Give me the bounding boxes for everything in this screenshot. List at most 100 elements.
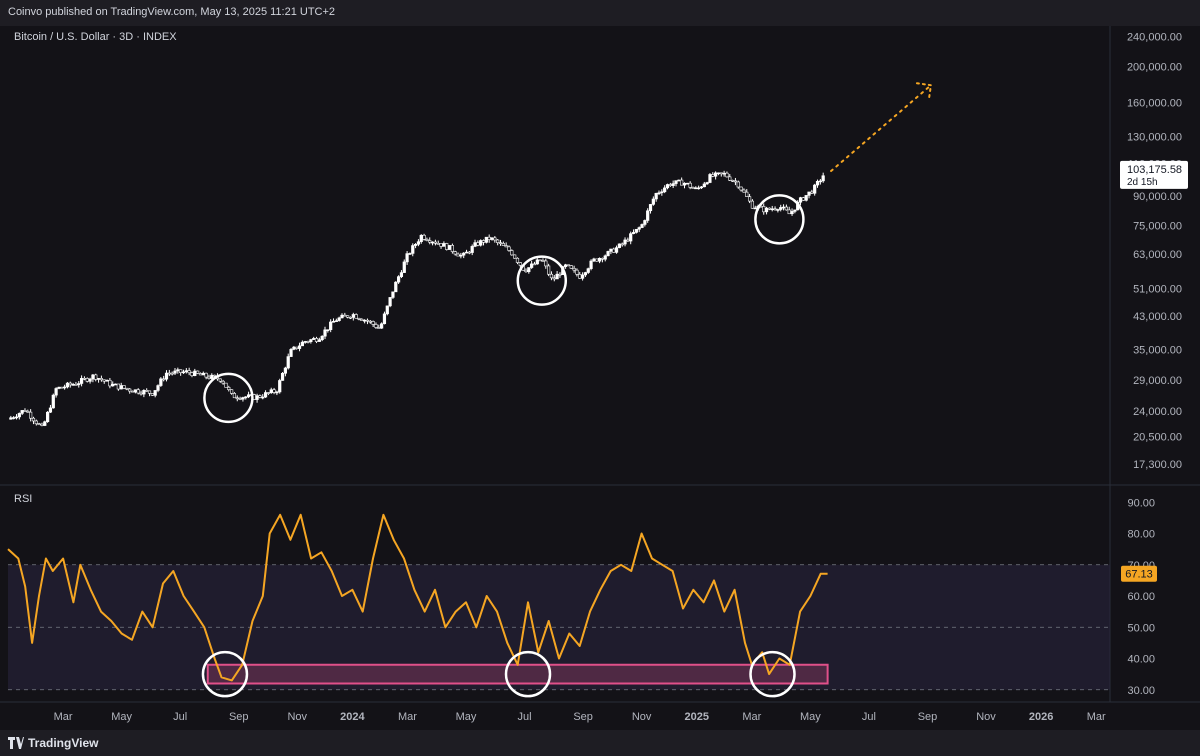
candle bbox=[711, 174, 715, 177]
candle bbox=[725, 172, 729, 178]
candle bbox=[278, 380, 282, 393]
candle bbox=[682, 182, 687, 186]
candle bbox=[91, 374, 95, 380]
chart-svg[interactable]: Bitcoin / U.S. Dollar · 3D · INDEX RSI 240… bbox=[0, 26, 1200, 730]
candle bbox=[275, 391, 279, 394]
candle bbox=[289, 349, 293, 357]
candle bbox=[547, 265, 551, 275]
candle bbox=[813, 184, 817, 194]
time-axis-tick-label: Sep bbox=[918, 711, 938, 723]
candle bbox=[821, 175, 825, 182]
last-price-countdown: 2d 15h bbox=[1127, 177, 1158, 188]
candle bbox=[68, 382, 72, 386]
candle bbox=[354, 314, 358, 319]
candle bbox=[513, 254, 517, 259]
candle bbox=[351, 314, 355, 318]
candle bbox=[63, 386, 67, 389]
candle bbox=[504, 245, 508, 248]
candle bbox=[476, 242, 480, 246]
rsi-last-value-bg bbox=[1121, 565, 1157, 582]
candle bbox=[583, 272, 588, 276]
candle bbox=[230, 389, 234, 394]
candle bbox=[481, 240, 486, 243]
candle bbox=[413, 244, 418, 246]
candle bbox=[459, 254, 463, 257]
candle bbox=[544, 260, 548, 267]
candle bbox=[484, 236, 488, 243]
candle bbox=[651, 198, 655, 205]
candle bbox=[116, 383, 120, 390]
candle bbox=[388, 297, 392, 307]
candle bbox=[119, 385, 123, 390]
candle bbox=[88, 378, 92, 382]
candle bbox=[368, 320, 372, 323]
candle bbox=[807, 191, 811, 196]
candle bbox=[747, 196, 752, 202]
candle bbox=[450, 245, 454, 252]
rsi-circle-annotation[interactable] bbox=[504, 650, 552, 698]
candle bbox=[425, 239, 429, 241]
projection-line[interactable] bbox=[830, 84, 932, 173]
candle bbox=[314, 338, 319, 342]
candle bbox=[37, 423, 41, 426]
last-price-value: 103,175.58 bbox=[1127, 164, 1182, 176]
time-axis-tick-label: May bbox=[111, 711, 132, 723]
candle bbox=[637, 227, 641, 230]
candle bbox=[246, 394, 251, 398]
rsi-circle-annotation[interactable] bbox=[201, 650, 249, 698]
candle bbox=[790, 211, 794, 215]
candle bbox=[456, 253, 460, 257]
candle bbox=[20, 410, 24, 414]
candle bbox=[145, 390, 149, 392]
candle bbox=[46, 411, 50, 422]
candle bbox=[784, 206, 788, 211]
publisher-bar: Coinvo published on TradingView.com, May… bbox=[0, 0, 1200, 26]
candle bbox=[640, 224, 644, 228]
candle bbox=[668, 184, 672, 186]
candle bbox=[648, 204, 653, 212]
candle bbox=[770, 208, 774, 211]
candle bbox=[462, 252, 466, 256]
candle bbox=[26, 410, 30, 413]
candle bbox=[65, 382, 70, 388]
candle bbox=[187, 370, 191, 374]
projection-arrowhead[interactable] bbox=[915, 82, 933, 101]
candle bbox=[419, 234, 423, 242]
rsi-axis-tick-label: 60.00 bbox=[1127, 591, 1155, 603]
candle bbox=[498, 242, 503, 244]
candle bbox=[12, 417, 16, 419]
publisher-text: Coinvo published on TradingView.com, May… bbox=[8, 6, 336, 18]
candle bbox=[139, 392, 143, 395]
rsi-pane-title: RSI bbox=[14, 493, 32, 505]
candle bbox=[697, 187, 701, 190]
candle bbox=[320, 335, 324, 341]
candle bbox=[397, 276, 401, 283]
price-circle-annotation[interactable] bbox=[754, 194, 805, 245]
candle bbox=[643, 220, 647, 225]
time-axis-tick-label: May bbox=[456, 711, 477, 723]
candle bbox=[213, 374, 217, 377]
price-axis-tick-label: 51,000.00 bbox=[1133, 283, 1182, 295]
price-circle-annotation[interactable] bbox=[203, 372, 254, 424]
candle bbox=[227, 387, 231, 390]
candle bbox=[218, 378, 222, 382]
candle bbox=[337, 317, 341, 321]
candle bbox=[31, 417, 36, 422]
candle bbox=[575, 269, 579, 275]
candle bbox=[578, 273, 582, 279]
rsi-band bbox=[8, 564, 1110, 690]
candle bbox=[518, 262, 522, 266]
chart-area[interactable]: Bitcoin / U.S. Dollar · 3D · INDEX RSI 240… bbox=[0, 26, 1200, 730]
candle bbox=[196, 370, 200, 374]
rsi-circle-annotation[interactable] bbox=[749, 650, 796, 698]
candle bbox=[592, 258, 596, 262]
candle bbox=[297, 345, 302, 349]
rsi-oversold-highlight-box[interactable] bbox=[206, 663, 829, 685]
time-axis-tick-label: Mar bbox=[398, 711, 417, 723]
candle bbox=[323, 329, 327, 337]
price-circle-annotation[interactable] bbox=[516, 255, 568, 306]
candle bbox=[153, 390, 157, 396]
candle bbox=[162, 378, 166, 381]
candle bbox=[600, 257, 605, 260]
candle bbox=[657, 192, 661, 195]
